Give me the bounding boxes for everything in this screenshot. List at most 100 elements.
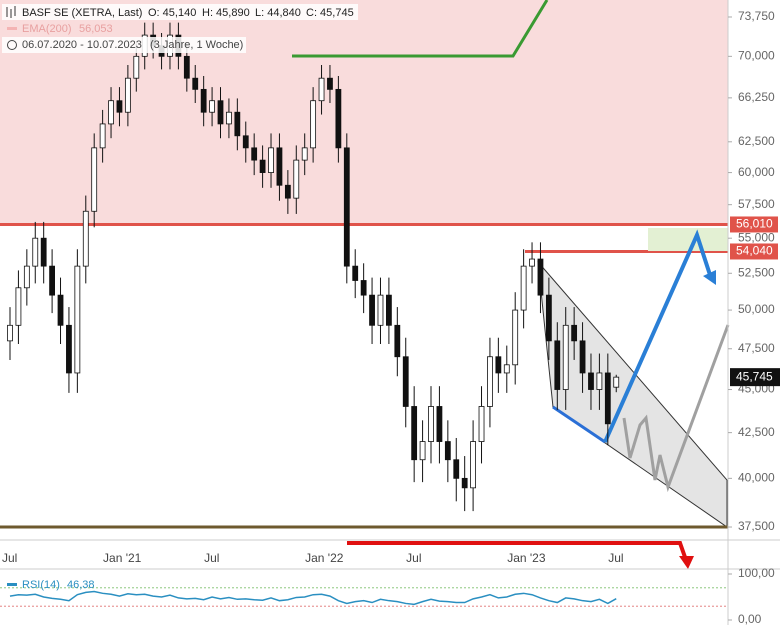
level-tag — [730, 216, 778, 233]
candle-body — [436, 406, 443, 442]
legend-bg — [2, 37, 246, 53]
target-zone — [648, 228, 728, 251]
period: (3 Jahre, 1 Woche) — [150, 39, 243, 51]
candle-body — [571, 324, 578, 342]
legend-value: 46,38 — [67, 579, 95, 591]
candle-body — [402, 356, 409, 407]
candle-body — [259, 159, 266, 173]
y-tick-label: 37,500 — [738, 519, 775, 533]
candle-body — [293, 159, 300, 199]
candle-body — [461, 477, 468, 489]
candle-body — [66, 324, 72, 374]
candle-body — [23, 265, 30, 289]
candle-body — [318, 77, 325, 102]
drawings — [0, 0, 730, 569]
x-tick-label: Jan '21 — [103, 551, 142, 565]
y-tick-label: 70,000 — [738, 49, 775, 63]
candle-body — [613, 376, 620, 388]
y-tick-label: 42,500 — [738, 425, 775, 439]
legend-swatch — [7, 27, 17, 30]
x-tick-label: Jan '22 — [305, 551, 344, 565]
trend-line — [292, 0, 549, 58]
candle-body — [444, 441, 451, 461]
candle-body — [99, 123, 106, 149]
indicator-name: EMA(200) — [22, 23, 72, 35]
candle-body — [520, 265, 527, 311]
candle-body — [192, 77, 199, 90]
y-tick-label: 62,500 — [738, 134, 775, 148]
legend-label: RSI(14) — [22, 579, 60, 591]
indicator-value: 56,053 — [79, 23, 113, 35]
candle-body — [385, 294, 392, 326]
ohlc: O: 45,140 — [148, 7, 196, 19]
candle-body — [579, 340, 586, 374]
rsi-line — [9, 590, 617, 606]
title: BASF SE (XETRA, Last) — [22, 7, 142, 19]
candle-body — [503, 364, 510, 374]
candle-body — [183, 55, 190, 79]
x-tick-label: Jul — [608, 551, 623, 565]
candle-body — [124, 77, 131, 113]
legend-swatch — [7, 583, 17, 586]
scenario-path — [622, 324, 730, 493]
clock-icon — [7, 40, 17, 50]
y-tick-label: 0,00 — [738, 612, 762, 625]
candle-body — [32, 237, 39, 267]
candle-body — [327, 77, 333, 90]
candle-body — [40, 237, 47, 267]
candle-body — [226, 111, 232, 125]
candle-body — [310, 100, 317, 149]
y-tick-label: 52,500 — [738, 265, 775, 279]
candle-body — [15, 287, 22, 326]
ohlc: C: 45,745 — [306, 7, 354, 19]
candle-body — [234, 111, 241, 137]
candle-body — [545, 294, 552, 342]
candle-body — [352, 265, 359, 281]
candle-body — [242, 135, 249, 149]
candle-body — [276, 147, 283, 186]
level-label: 54,040 — [736, 244, 773, 258]
y-tick-label: 55,000 — [738, 230, 775, 244]
candle-body — [74, 265, 81, 374]
candle-body — [537, 258, 544, 296]
candle-body — [7, 324, 13, 342]
candle-body — [49, 265, 55, 296]
candle-body — [554, 340, 561, 390]
candle-body — [116, 100, 123, 113]
y-tick-label: 100,00 — [738, 566, 775, 580]
candle-body — [217, 100, 224, 125]
down-arrow — [347, 541, 688, 561]
candle-body — [335, 88, 342, 149]
price-label: 45,745 — [736, 369, 773, 383]
candle-body — [512, 309, 519, 366]
candle-body — [360, 280, 367, 296]
ohlc: H: 45,890 — [202, 7, 250, 19]
price-tag — [730, 368, 780, 387]
candle-body — [495, 356, 502, 374]
candle-body — [108, 100, 114, 125]
candle-body — [562, 324, 569, 390]
candle-body — [57, 294, 64, 326]
candle-body — [487, 356, 493, 407]
candle-body — [478, 406, 485, 442]
candle-body — [470, 441, 477, 489]
y-tick-label: 60,000 — [738, 165, 775, 179]
legend: BASF SE (XETRA, Last) O: 45,140 H: 45,89… — [2, 4, 358, 53]
candle-body — [209, 100, 215, 113]
channel-bottom — [552, 405, 606, 444]
candle-body — [91, 147, 98, 212]
arrow-head — [679, 556, 694, 569]
y-tick-label: 47,500 — [738, 341, 775, 355]
level-tag — [730, 243, 778, 260]
y-tick-label: 40,000 — [738, 471, 775, 485]
y-tick-label: 57,500 — [738, 197, 775, 211]
candle-body — [200, 88, 207, 113]
date-range: 06.07.2020 - 10.07.2023 — [22, 39, 142, 51]
candle-body — [394, 324, 401, 358]
candle-body — [377, 294, 384, 326]
candle-body — [284, 184, 291, 199]
y-tick-label: 50,000 — [738, 302, 775, 316]
candle-body — [604, 372, 611, 425]
x-tick-label: Jul — [204, 551, 219, 565]
